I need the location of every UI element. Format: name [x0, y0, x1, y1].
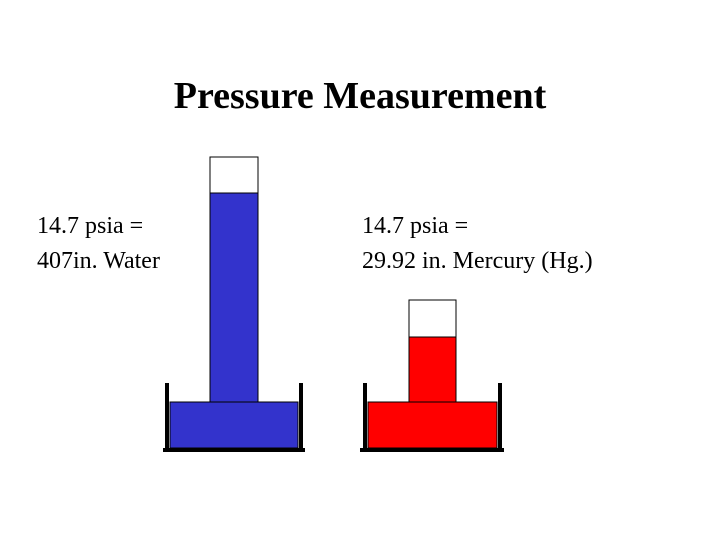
water-basin	[169, 401, 299, 449]
mercury-basin	[367, 401, 498, 449]
mercury-column	[408, 336, 457, 404]
water-column	[209, 192, 259, 404]
mercury-manometer	[360, 299, 504, 452]
title: Pressure Measurement	[174, 75, 547, 117]
panel-label: 407in. Water	[37, 248, 160, 274]
panel-label: 14.7 psia =	[37, 213, 143, 239]
tube-empty	[209, 156, 259, 194]
panel-label: 14.7 psia =	[362, 213, 468, 239]
panel-label: 29.92 in. Mercury (Hg.)	[362, 248, 593, 274]
tube-empty	[408, 299, 457, 338]
water-manometer	[163, 156, 305, 452]
